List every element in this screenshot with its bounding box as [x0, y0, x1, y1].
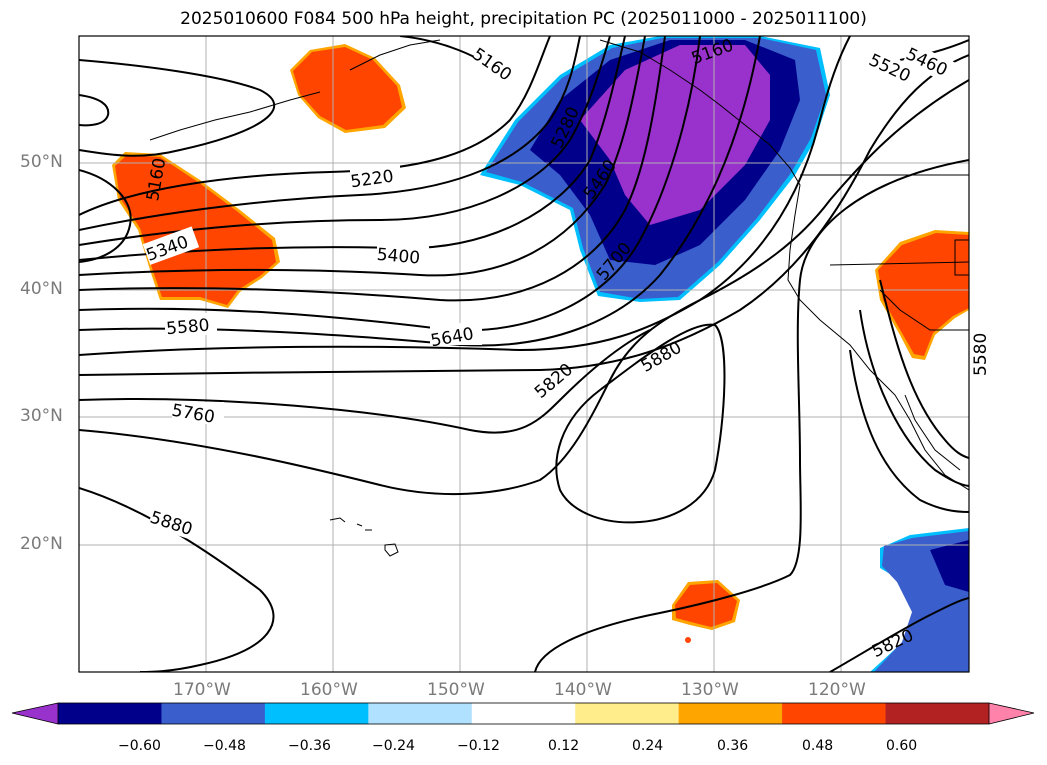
- coastlines: [149, 39, 969, 557]
- map-frame: [78, 35, 970, 673]
- lon-label: 150°W: [427, 680, 485, 700]
- contour-label: 5400: [376, 245, 421, 269]
- colorbar-tick: −0.60: [118, 738, 161, 754]
- gridlines: [79, 36, 969, 672]
- colorbar-tick: 0.12: [548, 738, 580, 754]
- colorbar-segment: [885, 703, 990, 724]
- colorbar-tick: 0.60: [886, 738, 918, 754]
- lon-label: 120°W: [808, 680, 866, 700]
- lon-label: 130°W: [681, 680, 739, 700]
- colorbar-segment: [575, 703, 680, 724]
- negative-precip-anomaly: [480, 36, 830, 302]
- lon-label: 170°W: [173, 680, 231, 700]
- colorbar-segment: [368, 703, 473, 724]
- contour-label: 5580: [165, 316, 210, 340]
- lat-label: 50°N: [20, 152, 63, 172]
- colorbar-segment: [58, 703, 162, 724]
- lon-label: 140°W: [554, 680, 612, 700]
- map-title: 2025010600 F084 500 hPa height, precipit…: [180, 9, 867, 29]
- height-contours: [79, 36, 969, 672]
- colorbar-extend-high: [989, 703, 1034, 724]
- colorbar-tick: 0.48: [802, 738, 834, 754]
- colorbar-tick: −0.48: [203, 738, 246, 754]
- colorbar-extend-low: [12, 703, 58, 724]
- lat-label: 30°N: [20, 406, 63, 426]
- lat-label: 40°N: [20, 279, 63, 299]
- colorbar: [11, 702, 1035, 725]
- colorbar-tick: −0.12: [457, 738, 500, 754]
- colorbar-tick: 0.36: [717, 738, 749, 754]
- colorbar-tick: 0.24: [632, 738, 664, 754]
- colorbar-tick: −0.36: [288, 738, 331, 754]
- colorbar-segment: [264, 703, 369, 724]
- negative-precip-anomaly-se: [870, 528, 969, 672]
- colorbar-segment: [678, 703, 783, 724]
- lat-label: 20°N: [20, 534, 63, 554]
- contour-label: 5580: [971, 333, 991, 376]
- colorbar-segment: [161, 703, 266, 724]
- colorbar-tick: −0.24: [372, 738, 415, 754]
- colorbar-segment: [471, 703, 576, 724]
- colorbar-segment: [782, 703, 887, 724]
- lon-label: 160°W: [300, 680, 358, 700]
